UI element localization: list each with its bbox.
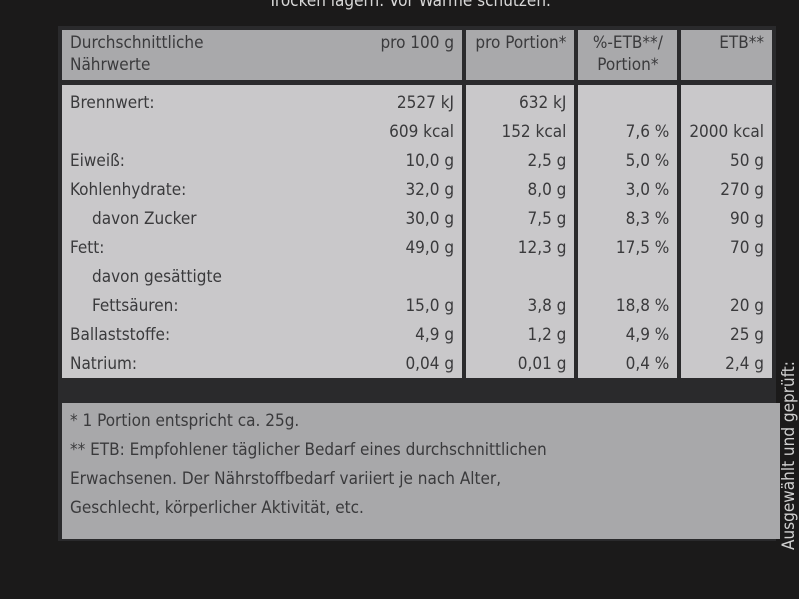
value-per-100g: 10,0 g bbox=[229, 146, 467, 175]
footnote-etb-line2: Erwachsenen. Der Nährstoffbedarf variier… bbox=[70, 469, 502, 489]
value-per-portion: 8,0 g bbox=[464, 175, 579, 204]
value-per-100g bbox=[229, 262, 467, 291]
row-label: Kohlenhydrate: bbox=[62, 175, 230, 204]
side-text: Ausgewählt und geprüft: bbox=[779, 361, 799, 550]
header-pct-etb: %-ETB**/ Portion* bbox=[576, 30, 682, 80]
value-per-portion: 3,8 g bbox=[464, 291, 579, 320]
value-per-100g: 32,0 g bbox=[229, 175, 467, 204]
value-etb: 50 g bbox=[679, 146, 772, 175]
table-row: Fett: 49,0 g 12,3 g 17,5 % 70 g bbox=[62, 233, 772, 262]
value-per-portion: 12,3 g bbox=[464, 233, 579, 262]
value-per-portion: 152 kcal bbox=[464, 117, 579, 146]
row-label: Fettsäuren: bbox=[62, 291, 230, 320]
row-label: Eiweiß: bbox=[62, 146, 230, 175]
row-label: davon gesättigte bbox=[62, 262, 230, 291]
header-per-100g: pro 100 g bbox=[229, 30, 467, 80]
storage-instruction: Trocken lagern. Vor Wärme schützen. bbox=[268, 0, 551, 11]
row-label: Brennwert: bbox=[62, 85, 230, 117]
footnote-portion: * 1 Portion entspricht ca. 25g. bbox=[70, 411, 300, 431]
value-pct-etb: 0,4 % bbox=[576, 349, 682, 378]
header-nutrients: Durchschnittliche Nährwerte bbox=[62, 30, 230, 80]
table-row: Eiweiß: 10,0 g 2,5 g 5,0 % 50 g bbox=[62, 146, 772, 175]
value-etb: 20 g bbox=[679, 291, 772, 320]
value-per-portion: 2,5 g bbox=[464, 146, 579, 175]
value-per-100g: 2527 kJ bbox=[229, 85, 467, 117]
value-per-portion: 7,5 g bbox=[464, 204, 579, 233]
nutrition-label: Durchschnittliche Nährwerte pro 100 g pr… bbox=[58, 26, 780, 541]
value-per-portion bbox=[464, 262, 579, 291]
row-label bbox=[62, 117, 230, 146]
table-row: Kohlenhydrate: 32,0 g 8,0 g 3,0 % 270 g bbox=[62, 175, 772, 204]
header-etb: ETB** bbox=[679, 30, 772, 80]
value-etb: 90 g bbox=[679, 204, 772, 233]
value-pct-etb: 5,0 % bbox=[576, 146, 682, 175]
footnote-etb-line3: Geschlecht, körperlicher Aktivität, etc. bbox=[70, 498, 364, 518]
table-row: Fettsäuren: 15,0 g 3,8 g 18,8 % 20 g bbox=[62, 291, 772, 320]
table-row: Ballaststoffe: 4,9 g 1,2 g 4,9 % 25 g bbox=[62, 320, 772, 349]
value-etb bbox=[679, 262, 772, 291]
table-row: davon gesättigte bbox=[62, 262, 772, 291]
value-etb: 2,4 g bbox=[679, 349, 772, 378]
value-per-portion: 0,01 g bbox=[464, 349, 579, 378]
value-per-100g: 0,04 g bbox=[229, 349, 467, 378]
value-per-100g: 30,0 g bbox=[229, 204, 467, 233]
value-per-100g: 609 kcal bbox=[229, 117, 467, 146]
table-row: 609 kcal 152 kcal 7,6 % 2000 kcal bbox=[62, 117, 772, 146]
value-per-100g: 15,0 g bbox=[229, 291, 467, 320]
table-header: Durchschnittliche Nährwerte pro 100 g pr… bbox=[62, 30, 772, 80]
value-pct-etb: 8,3 % bbox=[576, 204, 682, 233]
row-label: Ballaststoffe: bbox=[62, 320, 230, 349]
value-etb: 70 g bbox=[679, 233, 772, 262]
value-per-100g: 49,0 g bbox=[229, 233, 467, 262]
value-per-100g: 4,9 g bbox=[229, 320, 467, 349]
value-per-portion: 632 kJ bbox=[464, 85, 579, 117]
footnotes: * 1 Portion entspricht ca. 25g. ** ETB: … bbox=[62, 403, 780, 539]
value-pct-etb: 17,5 % bbox=[576, 233, 682, 262]
value-etb bbox=[679, 85, 772, 117]
value-pct-etb: 7,6 % bbox=[576, 117, 682, 146]
row-label: davon Zucker bbox=[62, 204, 230, 233]
value-pct-etb bbox=[576, 85, 682, 117]
value-etb: 25 g bbox=[679, 320, 772, 349]
value-etb: 270 g bbox=[679, 175, 772, 204]
table-row: Brennwert: 2527 kJ 632 kJ bbox=[62, 85, 772, 117]
header-per-portion: pro Portion* bbox=[464, 30, 579, 80]
value-etb: 2000 kcal bbox=[679, 117, 772, 146]
row-label: Natrium: bbox=[62, 349, 230, 378]
nutrition-table: Durchschnittliche Nährwerte pro 100 g pr… bbox=[62, 30, 772, 378]
value-pct-etb bbox=[576, 262, 682, 291]
value-pct-etb: 3,0 % bbox=[576, 175, 682, 204]
value-per-portion: 1,2 g bbox=[464, 320, 579, 349]
footnote-etb: ** ETB: Empfohlener täglicher Bedarf ein… bbox=[70, 440, 547, 460]
table-row: davon Zucker 30,0 g 7,5 g 8,3 % 90 g bbox=[62, 204, 772, 233]
value-pct-etb: 18,8 % bbox=[576, 291, 682, 320]
value-pct-etb: 4,9 % bbox=[576, 320, 682, 349]
row-label: Fett: bbox=[62, 233, 230, 262]
table-row: Natrium: 0,04 g 0,01 g 0,4 % 2,4 g bbox=[62, 349, 772, 378]
